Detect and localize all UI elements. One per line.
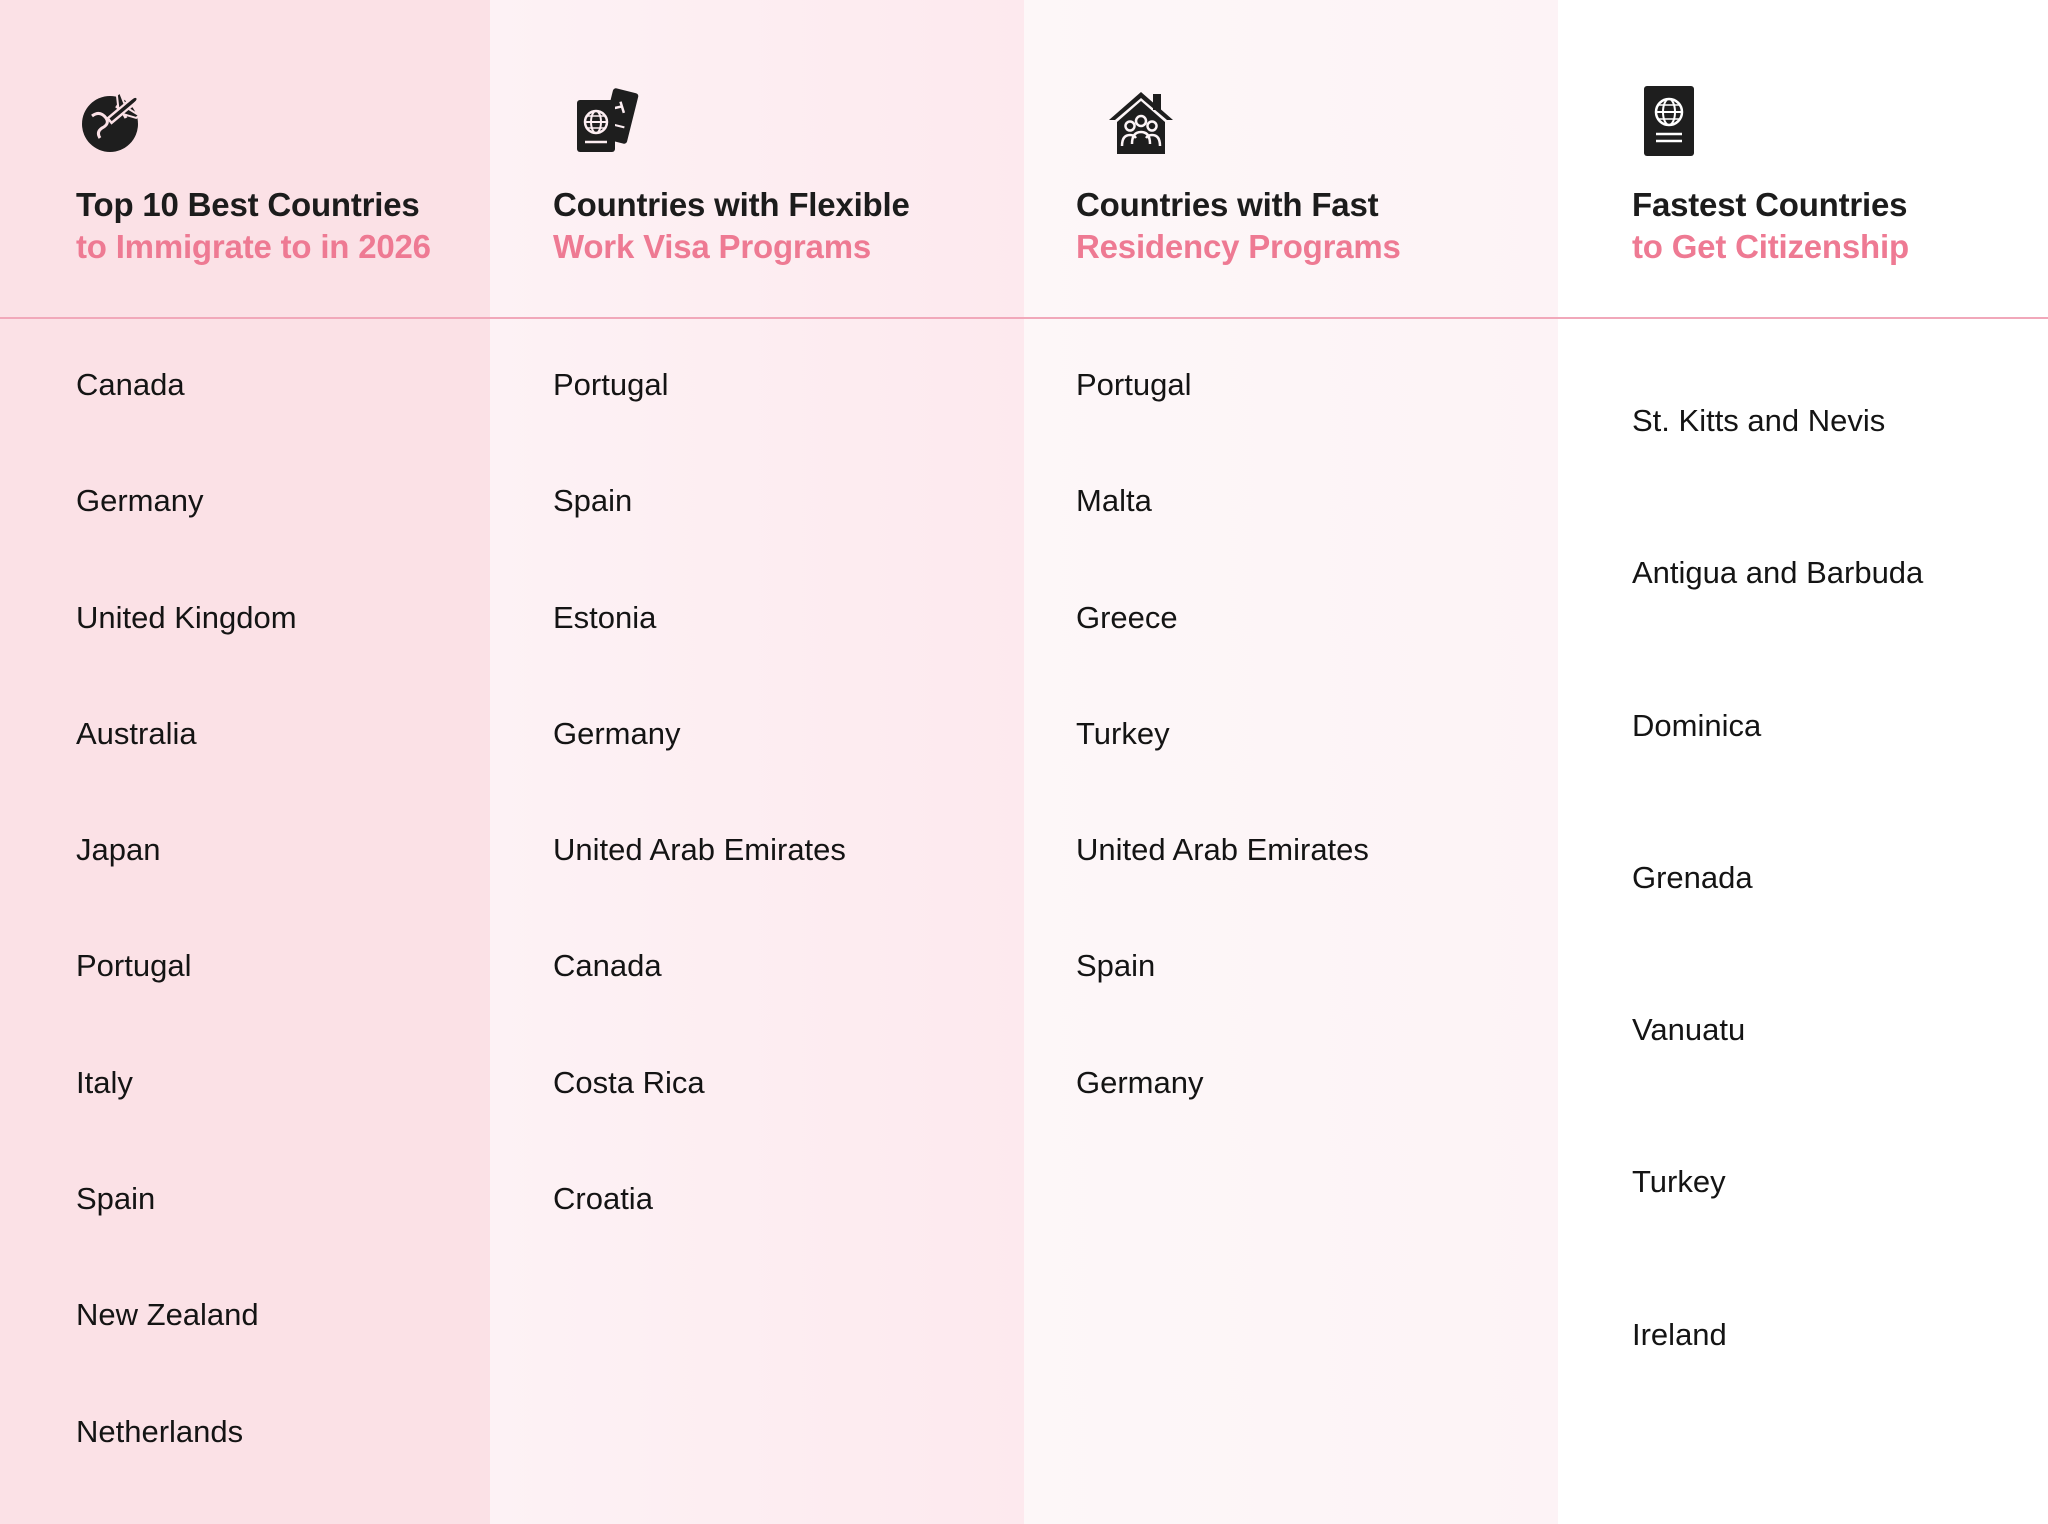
list-item: United Arab Emirates (553, 832, 846, 868)
heading-line-1: Fastest Countries (1632, 186, 1908, 223)
list-item: Dominica (1632, 707, 1762, 743)
list-item: United Kingdom (76, 599, 297, 635)
heading-line-2: Work Visa Programs (553, 228, 871, 265)
list-item: Turkey (1632, 1164, 1726, 1200)
passport-icon (1632, 86, 1704, 158)
country-list: Portugal Malta Greece Turkey United Arab… (1076, 365, 1369, 1179)
list-item: Germany (76, 483, 204, 519)
list-item: Germany (1076, 1064, 1204, 1100)
list-item: Costa Rica (553, 1064, 705, 1100)
list-item: Netherlands (76, 1413, 244, 1449)
list-item: Estonia (553, 599, 657, 635)
globe-plane-icon (76, 86, 148, 158)
passport-ticket-icon (571, 86, 643, 158)
list-item: Japan (76, 832, 161, 868)
list-item: Ireland (1632, 1316, 1727, 1352)
country-list: Portugal Spain Estonia Germany United Ar… (553, 365, 846, 1295)
list-item: Australia (76, 715, 197, 751)
list-item: Croatia (553, 1181, 653, 1217)
heading-line-1: Countries with Flexible (553, 186, 910, 223)
list-item: Spain (553, 483, 633, 519)
column-fast-citizenship: Fastest Countries to Get Citizenship St.… (1558, 0, 2048, 1524)
list-item: Turkey (1076, 715, 1170, 751)
column-best-countries: Top 10 Best Countries to Immigrate to in… (0, 0, 490, 1524)
column-heading: Fastest Countries to Get Citizenship (1632, 184, 1909, 268)
country-list: Canada Germany United Kingdom Australia … (76, 365, 297, 1524)
column-fast-residency: Countries with Fast Residency Programs P… (1024, 0, 1558, 1524)
heading-line-1: Top 10 Best Countries (76, 186, 420, 223)
heading-line-2: to Get Citizenship (1632, 228, 1909, 265)
list-item: Grenada (1632, 859, 1753, 895)
list-item: Canada (76, 367, 185, 402)
list-item: Spain (76, 1181, 156, 1217)
list-item: Germany (553, 715, 681, 751)
list-item: Italy (76, 1064, 133, 1100)
list-item: New Zealand (76, 1297, 259, 1333)
column-heading: Countries with Flexible Work Visa Progra… (553, 184, 910, 268)
heading-line-2: Residency Programs (1076, 228, 1401, 265)
list-item: Portugal (1076, 367, 1192, 402)
heading-line-1: Countries with Fast (1076, 186, 1379, 223)
list-item: St. Kitts and Nevis (1632, 403, 1886, 438)
column-work-visa: Countries with Flexible Work Visa Progra… (490, 0, 1024, 1524)
list-item: Canada (553, 948, 662, 984)
house-family-icon (1105, 86, 1177, 158)
column-heading: Countries with Fast Residency Programs (1076, 184, 1401, 268)
country-list: St. Kitts and Nevis Antigua and Barbuda … (1632, 365, 1923, 1467)
header-divider (0, 317, 2048, 319)
column-heading: Top 10 Best Countries to Immigrate to in… (76, 184, 431, 268)
list-item: Antigua and Barbuda (1632, 555, 1924, 591)
list-item: Spain (1076, 948, 1156, 984)
heading-line-2: to Immigrate to in 2026 (76, 228, 431, 265)
list-item: Portugal (76, 948, 192, 984)
list-item: United Arab Emirates (1076, 832, 1369, 868)
list-item: Vanuatu (1632, 1012, 1746, 1048)
list-item: Greece (1076, 599, 1178, 635)
list-item: Portugal (553, 367, 669, 402)
list-item: Malta (1076, 483, 1152, 519)
